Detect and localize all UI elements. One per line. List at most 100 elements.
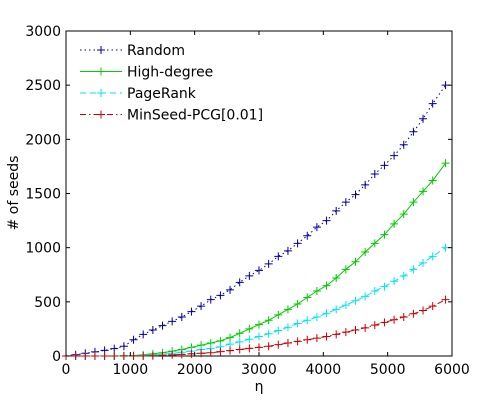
legend-entry: MinSeed-PCG[0.01] [80,108,263,124]
data-point [187,307,196,316]
data-point [351,296,360,305]
y-tick-label: 2000 [25,132,61,148]
data-point [264,342,273,351]
data-point [380,282,389,291]
data-point [428,99,437,108]
data-point [303,335,312,344]
data-point [283,323,292,332]
data-point [216,347,225,356]
data-point [235,329,244,338]
data-point [380,318,389,327]
data-point [168,317,177,326]
data-point [100,352,109,360]
data-point [419,306,428,315]
data-point [419,258,428,267]
data-point [341,198,350,207]
data-point [303,231,312,240]
data-point [441,295,450,304]
data-point [332,330,341,339]
data-point [283,246,292,255]
series-line [66,247,446,357]
data-point [303,316,312,325]
data-point [341,301,350,310]
data-point [187,349,196,358]
series-random [62,81,450,360]
data-point [119,342,128,351]
data-point [332,274,341,282]
data-point [293,319,302,328]
data-point [312,313,321,321]
x-tick-label: 3000 [241,362,277,378]
data-point [341,265,350,274]
series-minseed-pcg-0-01 [62,295,450,360]
data-point [283,339,292,347]
data-point [322,216,331,225]
data-point [235,345,244,354]
data-point [332,305,341,314]
data-point [361,248,370,256]
series-high-degree [62,159,450,360]
legend-marker [97,46,105,54]
data-point [390,277,399,286]
series-layer [62,81,450,360]
data-point [255,320,263,329]
data-point [197,302,206,311]
data-point [303,293,312,302]
data-point [90,352,99,360]
data-point [148,326,157,334]
legend-entry: High-degree [80,65,213,81]
y-tick-label: 2500 [25,78,61,94]
data-point [428,252,437,261]
data-point [428,302,437,311]
x-axis-label: η [255,379,264,395]
data-point [245,344,254,353]
y-tick-label: 1000 [25,241,61,257]
data-point [110,344,119,353]
data-point [158,351,167,360]
data-point [370,321,379,330]
data-point [361,180,370,189]
data-point [312,287,321,295]
data-point [409,309,418,318]
plot-area: 0 1000 2000 3000 4000 5000 6000 0 500 1000 1500 200… [25,24,469,378]
data-point [370,287,379,295]
x-tick-label: 4000 [306,362,342,378]
data-point [332,206,341,215]
plot-frame [65,30,453,357]
data-point [264,316,273,325]
legend-marker [97,89,105,97]
data-point [441,159,450,168]
data-point [245,335,254,344]
data-point [322,309,331,318]
data-point [235,278,244,287]
data-point [139,330,148,339]
data-point [255,266,263,275]
data-point [206,295,215,304]
data-point [255,343,263,352]
data-point [428,176,437,185]
series-line [66,299,446,357]
data-point [293,300,302,308]
data-point [390,315,399,324]
data-point [168,350,177,359]
data-point [361,323,370,332]
legend-marker [97,110,105,119]
data-point [293,337,302,346]
data-point [351,190,360,199]
x-tick-label: 5000 [370,362,406,378]
data-point [390,219,399,228]
x-tick-label: 1000 [113,362,149,378]
data-point [399,140,408,149]
legend-label: High-degree [127,65,213,81]
data-point [380,161,389,170]
x-tick-label: 0 [62,362,71,378]
data-point [148,351,157,360]
data-point [322,332,331,341]
data-point [312,223,321,232]
data-point [264,329,273,338]
data-point [341,328,350,337]
data-point [409,127,418,136]
data-point [177,350,186,359]
data-point [419,187,428,196]
legend-marker [97,67,105,76]
